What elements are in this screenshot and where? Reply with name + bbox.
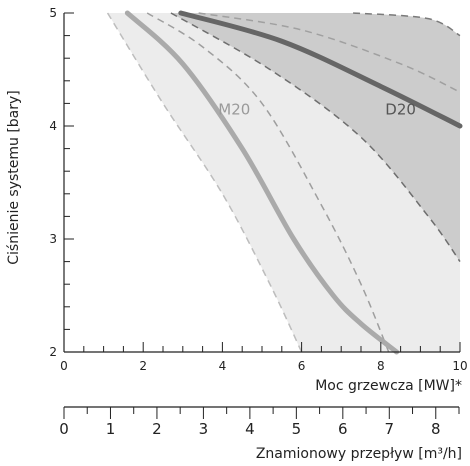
x-tick-label: 4: [219, 359, 227, 373]
y-tick-label: 4: [49, 119, 57, 133]
chart-lines: [106, 10, 463, 355]
d20-label: D20: [385, 101, 416, 119]
chart-labels: Ciśnienie systemu [bary] Moc grzewcza [M…: [6, 90, 462, 462]
x2-tick-label: 2: [152, 420, 162, 438]
x2-tick-label: 7: [385, 420, 395, 438]
outer-dashed: [353, 12, 461, 37]
x-tick-label: 2: [139, 359, 147, 373]
y-tick-label: 2: [49, 345, 57, 359]
x-tick-label: 6: [298, 359, 306, 373]
x-tick-label: 8: [377, 359, 385, 373]
y-tick-label: 5: [49, 6, 57, 20]
x2-tick-label: 5: [292, 420, 302, 438]
x2-tick-label: 6: [338, 420, 348, 438]
d20-line: [178, 10, 463, 129]
x-axis-label: Moc grzewcza [MW]*: [315, 378, 462, 394]
d20-lower-dashed: [170, 12, 461, 263]
x2-tick-label: 4: [245, 420, 255, 438]
x-tick-label: 10: [452, 359, 467, 373]
m20-label: M20: [218, 101, 250, 119]
x2-tick-label: 8: [431, 420, 441, 438]
x2-tick-label: 1: [106, 420, 116, 438]
y-axis-label: Ciśnienie systemu [bary]: [6, 90, 22, 265]
x2-axis-label: Znamionowy przepływ [m³/h]: [256, 446, 462, 462]
m20-upper-dashed: [146, 12, 390, 353]
chart-regions: [107, 13, 461, 352]
region-d20: [170, 13, 461, 262]
x-tick-label: 0: [60, 359, 68, 373]
m20-lower-dashed: [106, 12, 303, 353]
y-tick-label: 3: [49, 232, 57, 246]
x2-tick-label: 0: [59, 420, 69, 438]
d20-upper-dashed: [198, 12, 461, 93]
x2-tick-label: 3: [199, 420, 209, 438]
m20-line: [124, 10, 400, 355]
